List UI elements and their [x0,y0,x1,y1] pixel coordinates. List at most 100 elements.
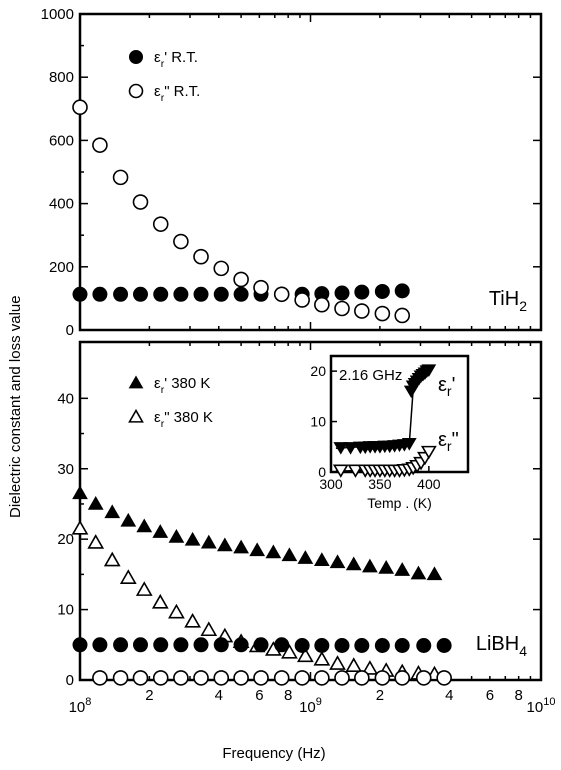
top-frame [78,12,543,332]
bottom-series-0-point [265,544,282,559]
bottom-series-3-point [173,670,189,686]
bottom-series-2-point [416,637,432,653]
bottom-series-0-point [297,550,314,564]
inset-curve-label-imag: εr" [438,429,459,454]
bottom-series-1-point [119,569,137,584]
x-tick-label-minor: 8 [514,687,522,704]
bottom-series-3-point [213,670,230,686]
bottom-series-0-point [184,531,201,546]
bottom-series-2-point [374,637,390,653]
bottom-series-2-point [233,637,249,653]
bottom-series-2-point [72,637,88,653]
bottom-series-0-point [233,539,249,554]
inset-y-tick-label: 0 [318,464,326,480]
bottom-series-3-point [193,670,209,686]
inset-y-tick-label: 10 [310,414,326,430]
top-series-0-point [153,286,169,302]
x-tick-label-major: 109 [299,696,322,716]
bottom-series-0-point [281,547,298,562]
top-series-0-point [173,286,189,302]
top-legend-entry: εr' R.T. [154,49,198,70]
x-axis-label: Frequency (Hz) [222,745,325,762]
top-series-0-point [334,285,350,301]
top-legend-marker [129,50,143,64]
bottom-series-3-point [314,670,330,686]
bottom-series-1-point [200,621,218,637]
bottom-series-0-point [104,504,121,519]
top-series-0-point [233,286,249,302]
bottom-series-0-point [216,537,233,552]
bottom-series-1-point [71,519,89,535]
top-series-1-point [374,305,391,322]
inset-curve-label-real: εr' [438,374,455,399]
bottom-series-1-point [361,660,379,675]
top-y-tick-label: 1000 [41,6,74,23]
top-series-0-point [113,286,129,302]
bottom-series-2-point [213,637,229,653]
bottom-sample-label: LiBH4 [476,633,527,659]
shared-x-ticks: 108 109 1010 2 4 6 8 2 4 6 8 [69,687,556,716]
bottom-series-3-point [233,670,249,686]
top-series-1-point [233,271,249,288]
x-tick-label-minor: 8 [284,687,292,704]
top-panel: 0 200 400 600 800 1000 εr' R.T. εr" R.T. TiH2 [41,6,543,339]
bottom-y-tick-label: 0 [66,672,74,689]
top-y-tick-label: 600 [49,132,74,149]
bottom-series-2-point [113,637,129,653]
bottom-series-2-point [173,637,189,653]
bottom-series-2-point [253,637,269,653]
top-series-0-point [92,286,108,302]
top-series-0-point [394,283,410,299]
bottom-series-2-point [436,637,452,653]
bottom-series-3-point [152,670,169,686]
bottom-series-1-point [329,655,346,670]
top-series-1-point [314,296,330,313]
bottom-series-0-point [362,558,378,573]
top-series-0-point [213,286,229,302]
top-series-1-point [394,307,411,324]
bottom-series-3-point [354,670,370,686]
inset-series-0-point [401,438,417,451]
bottom-series-3-point [334,670,350,686]
bottom-panel: 0 10 20 30 40 εr' 380 K εr" 380 K LiBH4 [57,340,543,689]
bottom-series-2-point [394,637,410,653]
x-tick-label-major: 1010 [527,696,556,716]
bottom-series-1-point [281,643,298,659]
x-tick-label-minor: 6 [255,687,263,704]
top-series-1-point [193,248,209,265]
bottom-y-tick-label: 20 [57,531,74,548]
inset-y-tick-label: 20 [310,363,326,379]
x-tick-label-minor: 6 [486,687,494,704]
bottom-series-0-point [410,565,427,580]
bottom-series-2-point [193,637,209,653]
bottom-series-1-point [103,551,121,567]
x-tick-label-minor: 2 [376,687,384,704]
bottom-series-2-point [153,637,169,653]
bottom-series-3-point [374,670,391,686]
inset-series-1-point [332,464,349,478]
bottom-series-0-point [394,562,411,576]
top-series-1-point [334,300,350,317]
bottom-series-0-point [152,524,169,538]
inset-series-0-point [343,442,358,455]
bottom-series-1-point [184,612,201,628]
inset-x-tick-label: 350 [368,476,392,492]
bottom-series-0-point [329,554,346,569]
bottom-y-tick-label: 30 [57,461,74,478]
bottom-series-3-point [294,670,310,686]
bottom-series-0-point [345,556,362,571]
bottom-series-3-point [92,670,108,686]
bottom-series-3-point [415,670,432,686]
top-series-0-point [374,283,390,299]
bottom-series-0-point [120,512,137,527]
bottom-series-3-point [132,670,149,686]
bottom-series-0-point [378,560,395,574]
y-axis-label: Dielectric constant and loss value [7,295,24,518]
bottom-legend-marker [128,408,144,423]
bottom-series-1-point [345,657,363,672]
inset-background [319,350,480,520]
bottom-series-2-point [334,637,350,653]
bottom-series-2-point [274,637,290,653]
top-series-0-point [132,286,148,302]
bottom-series-1-point [151,593,169,609]
